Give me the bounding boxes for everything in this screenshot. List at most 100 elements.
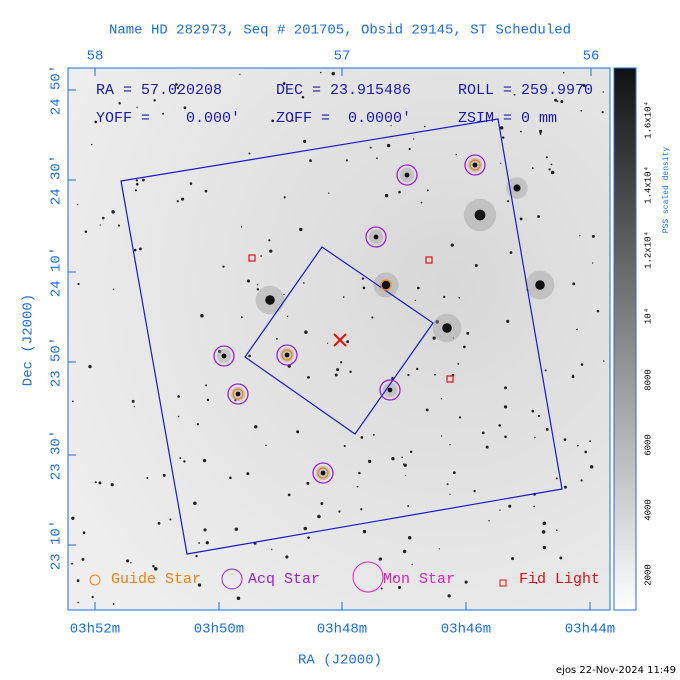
colorbar-label: PSS scaled density bbox=[662, 147, 671, 234]
star bbox=[356, 485, 359, 488]
star bbox=[256, 283, 259, 286]
star bbox=[256, 288, 260, 291]
star bbox=[361, 277, 365, 280]
star bbox=[367, 459, 372, 464]
star bbox=[398, 190, 401, 194]
star bbox=[380, 587, 383, 590]
star bbox=[537, 215, 540, 218]
left-tick-label: 24 30' bbox=[49, 155, 65, 205]
star bbox=[369, 146, 372, 149]
star bbox=[286, 315, 289, 318]
star bbox=[449, 493, 451, 495]
star bbox=[464, 580, 468, 584]
star bbox=[596, 309, 600, 313]
legend-acq-icon bbox=[221, 568, 243, 590]
star bbox=[82, 531, 86, 535]
star bbox=[77, 282, 80, 286]
star bbox=[413, 138, 415, 140]
star bbox=[234, 399, 237, 402]
star bbox=[531, 167, 534, 170]
star bbox=[576, 328, 578, 331]
bottom-tick-label: 03h46m bbox=[441, 622, 491, 638]
star bbox=[204, 189, 208, 193]
star bbox=[504, 386, 508, 390]
star bbox=[162, 473, 166, 477]
star bbox=[111, 210, 115, 214]
star bbox=[118, 102, 121, 105]
top-tick-label: 56 bbox=[583, 49, 600, 65]
star bbox=[334, 373, 338, 377]
star bbox=[296, 430, 300, 434]
x-axis-label: RA (J2000) bbox=[298, 653, 382, 669]
star bbox=[291, 119, 294, 122]
star bbox=[276, 337, 278, 340]
star bbox=[77, 601, 80, 604]
star bbox=[138, 247, 142, 251]
star bbox=[386, 143, 391, 148]
star bbox=[582, 83, 586, 87]
star bbox=[91, 595, 94, 599]
bright-star bbox=[381, 280, 391, 290]
star bbox=[129, 116, 131, 118]
star bbox=[94, 481, 97, 484]
star bbox=[135, 182, 139, 186]
info-yoff: YOFF = 0.000' bbox=[96, 110, 240, 127]
star bbox=[112, 288, 115, 291]
star bbox=[317, 514, 321, 519]
star bbox=[307, 375, 310, 379]
bright-star bbox=[513, 184, 521, 192]
star bbox=[299, 227, 303, 232]
pointing-marker bbox=[333, 333, 347, 347]
star bbox=[260, 255, 262, 257]
star bbox=[509, 251, 513, 254]
star bbox=[601, 111, 604, 114]
star bbox=[440, 435, 443, 437]
star bbox=[435, 320, 439, 324]
detector-outline bbox=[120, 118, 563, 555]
star bbox=[589, 440, 592, 443]
star bbox=[146, 476, 149, 479]
star bbox=[162, 112, 164, 115]
star bbox=[203, 528, 207, 532]
star bbox=[603, 360, 605, 362]
star bbox=[432, 336, 436, 340]
star bbox=[206, 398, 210, 402]
legend-guide-icon bbox=[89, 574, 101, 586]
bottom-tick-label: 03h48m bbox=[317, 622, 367, 638]
star bbox=[269, 249, 273, 253]
star bbox=[205, 541, 209, 545]
footer: ejos 22-Nov-2024 11:49 bbox=[556, 665, 676, 676]
star bbox=[141, 178, 145, 182]
star bbox=[362, 286, 366, 290]
star bbox=[239, 73, 241, 75]
star bbox=[559, 556, 563, 560]
star bbox=[179, 457, 182, 459]
left-tick-label: 24 10' bbox=[49, 247, 65, 297]
legend-acq: Acq Star bbox=[248, 571, 320, 588]
star bbox=[544, 369, 547, 372]
star bbox=[511, 557, 515, 561]
star bbox=[404, 474, 407, 477]
star bbox=[181, 197, 185, 201]
bright-star bbox=[472, 162, 478, 168]
star bbox=[197, 583, 202, 587]
star bbox=[340, 361, 343, 364]
legend-guide: Guide Star bbox=[111, 571, 201, 588]
star bbox=[580, 109, 583, 112]
star bbox=[473, 489, 476, 493]
star bbox=[420, 201, 423, 204]
star bbox=[94, 120, 98, 124]
star bbox=[425, 408, 429, 412]
star bbox=[102, 216, 105, 220]
star bbox=[152, 565, 155, 568]
colorbar-tick-label: 1.4x10⁴ bbox=[642, 166, 653, 204]
legend-mon-icon bbox=[352, 561, 384, 593]
star bbox=[71, 516, 75, 520]
star bbox=[501, 136, 505, 139]
star bbox=[198, 542, 201, 544]
star bbox=[349, 370, 352, 374]
colorbar-tick-label: 4000 bbox=[643, 499, 653, 521]
star bbox=[157, 522, 161, 525]
bright-star bbox=[387, 387, 393, 393]
star bbox=[91, 143, 93, 146]
